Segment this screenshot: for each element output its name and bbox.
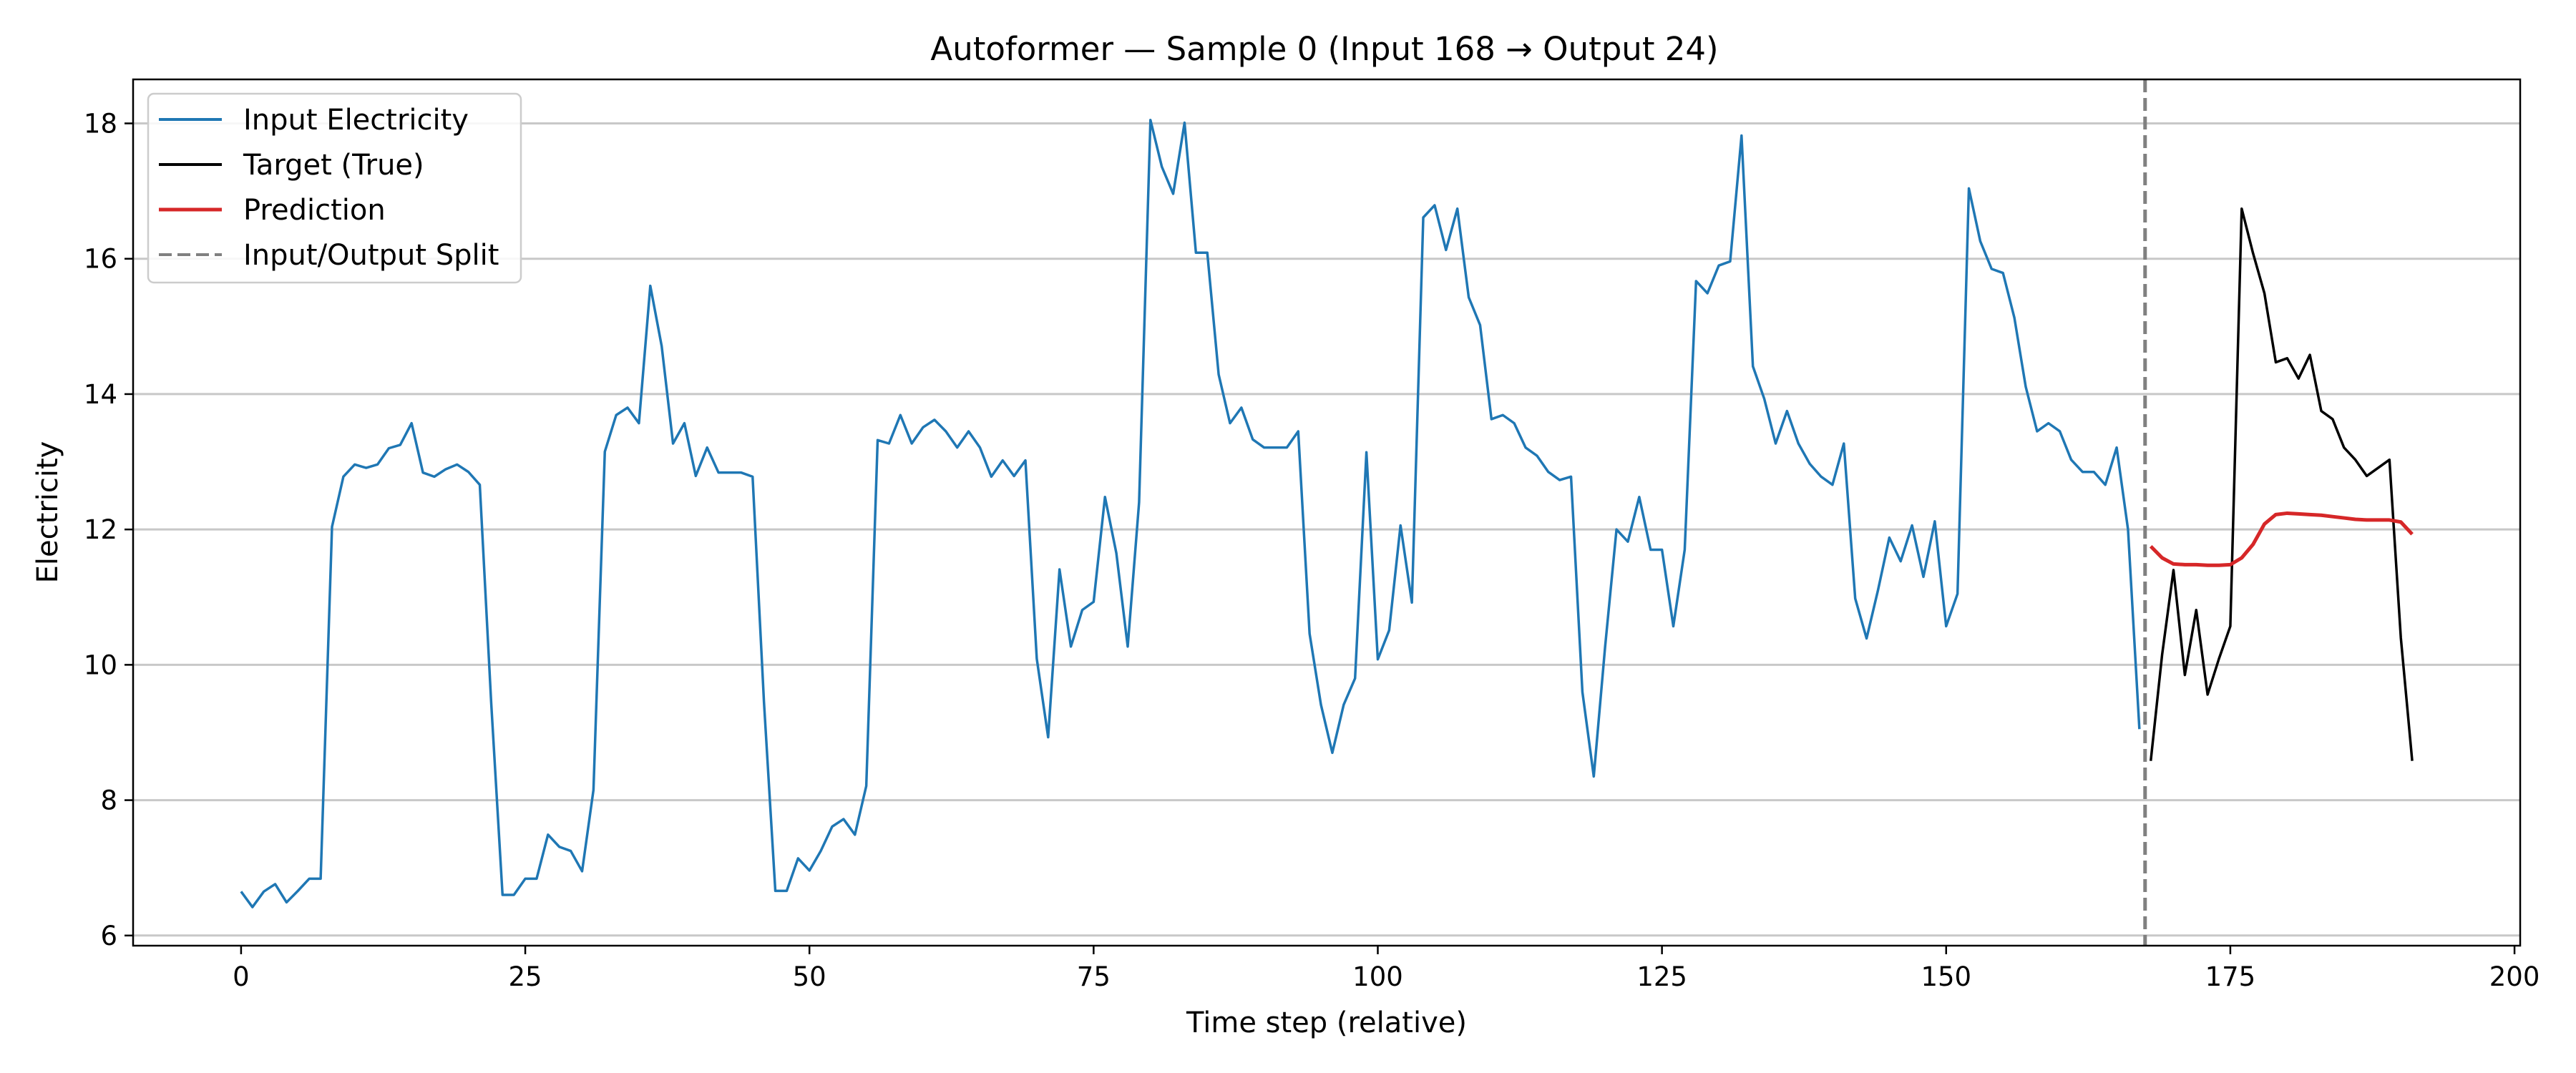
- legend-label-input-electricity: Input Electricity: [243, 104, 469, 137]
- grid: [133, 122, 2520, 937]
- series-line-input-electricity: [240, 119, 2141, 908]
- legend-label-input-output-split: Input/Output Split: [243, 239, 499, 272]
- y-tick-label: 8: [100, 785, 117, 816]
- legend-label-prediction: Prediction: [243, 194, 386, 227]
- y-tick-label: 6: [100, 921, 117, 951]
- legend-label-target-true: Target (True): [243, 149, 424, 182]
- x-tick-label: 200: [2489, 961, 2540, 992]
- series-line-target-true: [2149, 207, 2414, 761]
- plot-frame: [132, 78, 2522, 947]
- x-tick-label: 100: [1352, 961, 1403, 992]
- x-tick-label: 25: [509, 961, 542, 992]
- x-axis-label: Time step (relative): [1186, 1006, 1467, 1039]
- y-tick-label: 16: [84, 244, 117, 275]
- legend: Input Electricity Target (True) Prediction…: [147, 92, 522, 284]
- y-tick-label: 14: [84, 379, 117, 410]
- y-tick-label: 12: [84, 514, 117, 545]
- x-tick-label: 50: [793, 961, 826, 992]
- x-tick-label: 125: [1636, 961, 1687, 992]
- y-axis-label: Electricity: [31, 441, 64, 584]
- x-tick-label: 0: [233, 961, 250, 992]
- y-tick-label: 10: [84, 650, 117, 680]
- chart-title: Autoformer — Sample 0 (Input 168 → Outpu…: [930, 30, 1718, 68]
- x-tick-label: 175: [2205, 961, 2256, 992]
- y-axis-ticks: 6 8 10 12 14 16 18: [84, 108, 133, 951]
- y-tick-label: 18: [84, 108, 117, 139]
- series-line-prediction: [2149, 511, 2414, 567]
- series-group: [240, 119, 2414, 908]
- x-axis-ticks: 0 25 50 75 100 125 150 175 200: [233, 946, 2540, 992]
- x-tick-label: 75: [1077, 961, 1111, 992]
- legend-box: [147, 92, 522, 284]
- x-tick-label: 150: [1921, 961, 1971, 992]
